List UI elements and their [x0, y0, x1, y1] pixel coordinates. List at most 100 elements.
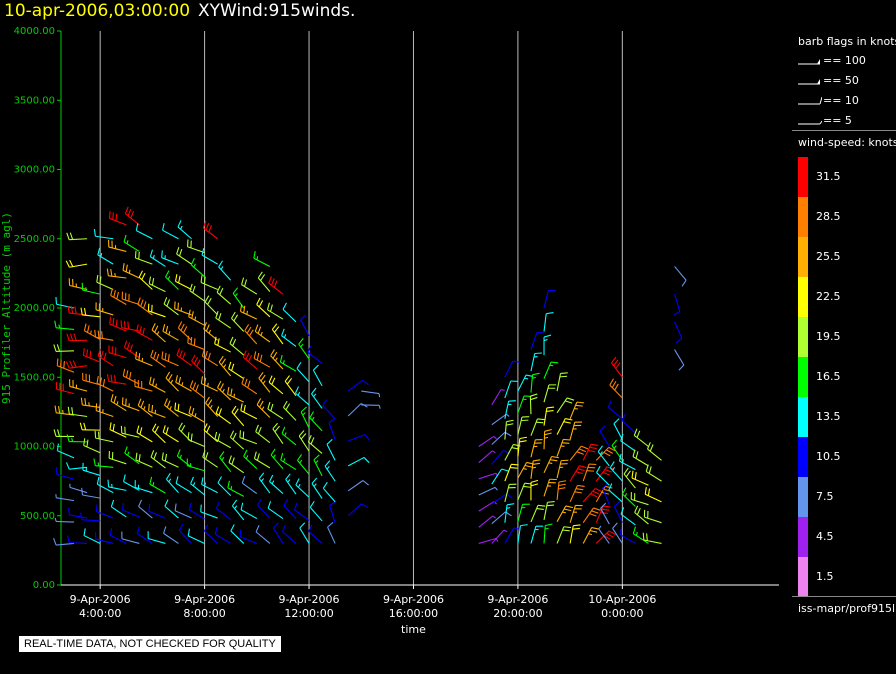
wind-barb — [543, 289, 556, 309]
barb-feather — [606, 449, 613, 454]
barb-shaft — [269, 481, 284, 494]
barb-feather — [207, 399, 213, 407]
wind-barb — [239, 304, 258, 320]
x-tick-label-time: 8:00:00 — [183, 607, 225, 620]
barb-shaft — [267, 408, 284, 420]
barb-shaft — [530, 353, 536, 372]
barb-feather — [612, 522, 618, 529]
wind-barb — [94, 430, 114, 443]
wind-barb — [97, 247, 114, 265]
barb-feather — [163, 297, 168, 305]
barb-shaft — [108, 486, 127, 491]
barb-shaft — [69, 466, 88, 470]
barb-shaft — [267, 309, 284, 320]
barb-feather — [174, 301, 176, 309]
barb-feather — [205, 452, 209, 460]
barb-feather — [123, 340, 128, 348]
barb-feather — [205, 324, 210, 332]
wind-barb — [569, 445, 589, 461]
barb-feather — [257, 426, 262, 435]
barb-half-feather — [90, 330, 92, 335]
barb-feather — [565, 400, 573, 404]
wind-barb — [108, 211, 127, 226]
barb-feather — [266, 302, 270, 310]
wind-barb — [256, 398, 271, 418]
wind-barb — [109, 422, 127, 438]
chart-title: 10-apr-2006,03:00:00 XYWind:915winds. — [4, 1, 355, 21]
x-tick-label-date: 9-Apr-2006 — [487, 593, 548, 606]
barb-half-feather — [492, 515, 497, 519]
barb-feather — [544, 432, 552, 436]
wind-barb — [322, 399, 336, 420]
barb-feather — [167, 354, 170, 362]
barb-feather — [245, 352, 250, 360]
barb-feather — [260, 274, 266, 281]
wind-barb — [66, 535, 88, 544]
wind-barb — [229, 430, 245, 450]
barb-shaft — [121, 538, 140, 544]
barb-shaft — [329, 505, 336, 523]
barb-half-feather — [220, 266, 224, 270]
speed-bin-label: 16.5 — [816, 370, 841, 383]
x-tick-label-date: 10-Apr-2006 — [588, 593, 656, 606]
barb-shaft — [239, 536, 258, 544]
barb-shaft — [326, 444, 336, 461]
barb-half-feather — [588, 533, 593, 536]
barb-shaft — [309, 506, 323, 522]
barb-feather — [576, 401, 585, 404]
wind-barb — [613, 418, 623, 440]
wind-barb — [347, 379, 369, 392]
barb-half-feather — [493, 436, 497, 440]
wind-barb — [162, 223, 179, 240]
barb-half-feather — [155, 383, 158, 388]
barb-feather — [110, 499, 115, 508]
barb-half-feather — [378, 405, 381, 409]
barb-feather — [86, 439, 89, 447]
wind-barb — [137, 398, 153, 417]
wind-barb — [674, 349, 685, 371]
barb-feather — [148, 503, 151, 512]
barb-shaft — [56, 473, 75, 480]
barb-half-feather — [506, 413, 510, 417]
barb-feather — [256, 297, 261, 305]
barb-half-feather — [97, 462, 100, 467]
barb-shaft — [602, 487, 610, 505]
barb-shaft — [134, 385, 153, 392]
barb-feather — [594, 488, 603, 493]
barb-half-feather — [88, 402, 90, 407]
barb-shaft — [258, 377, 271, 393]
barb-shaft — [56, 388, 75, 395]
wind-barb — [135, 223, 153, 240]
wind-barb — [298, 430, 310, 452]
barb-feather — [313, 454, 320, 461]
barb-shaft — [109, 534, 127, 544]
barb-shaft — [530, 332, 538, 350]
barb-shaft — [647, 448, 662, 461]
barb-feather — [165, 472, 171, 480]
barb-feather — [149, 476, 153, 485]
wind-barb — [595, 530, 616, 544]
barb-feather — [180, 424, 186, 432]
wind-barb — [190, 476, 205, 496]
barb-feather — [63, 360, 65, 369]
barb-feather — [307, 345, 312, 353]
barb-feather — [537, 418, 545, 421]
barb-shaft — [177, 226, 192, 240]
y-tick-label: 4000.00 — [14, 26, 55, 37]
barb-shaft — [491, 529, 505, 544]
barb-feather — [294, 386, 300, 394]
barb-feather — [536, 421, 544, 424]
barb-shaft — [611, 445, 623, 461]
barb-shaft — [595, 505, 604, 523]
barb-half-feather — [71, 437, 74, 442]
barb-shaft — [313, 459, 323, 477]
barb-shaft — [517, 525, 521, 544]
barb-feather — [138, 270, 144, 278]
wind-barb — [255, 424, 271, 444]
quality-notice: REAL-TIME DATA, NOT CHECKED FOR QUALITY — [18, 635, 282, 653]
barb-feather — [55, 296, 57, 305]
barb-feather — [195, 384, 199, 392]
barb-shaft — [644, 516, 662, 524]
barb-shaft — [123, 481, 140, 491]
barb-shaft — [201, 254, 218, 265]
